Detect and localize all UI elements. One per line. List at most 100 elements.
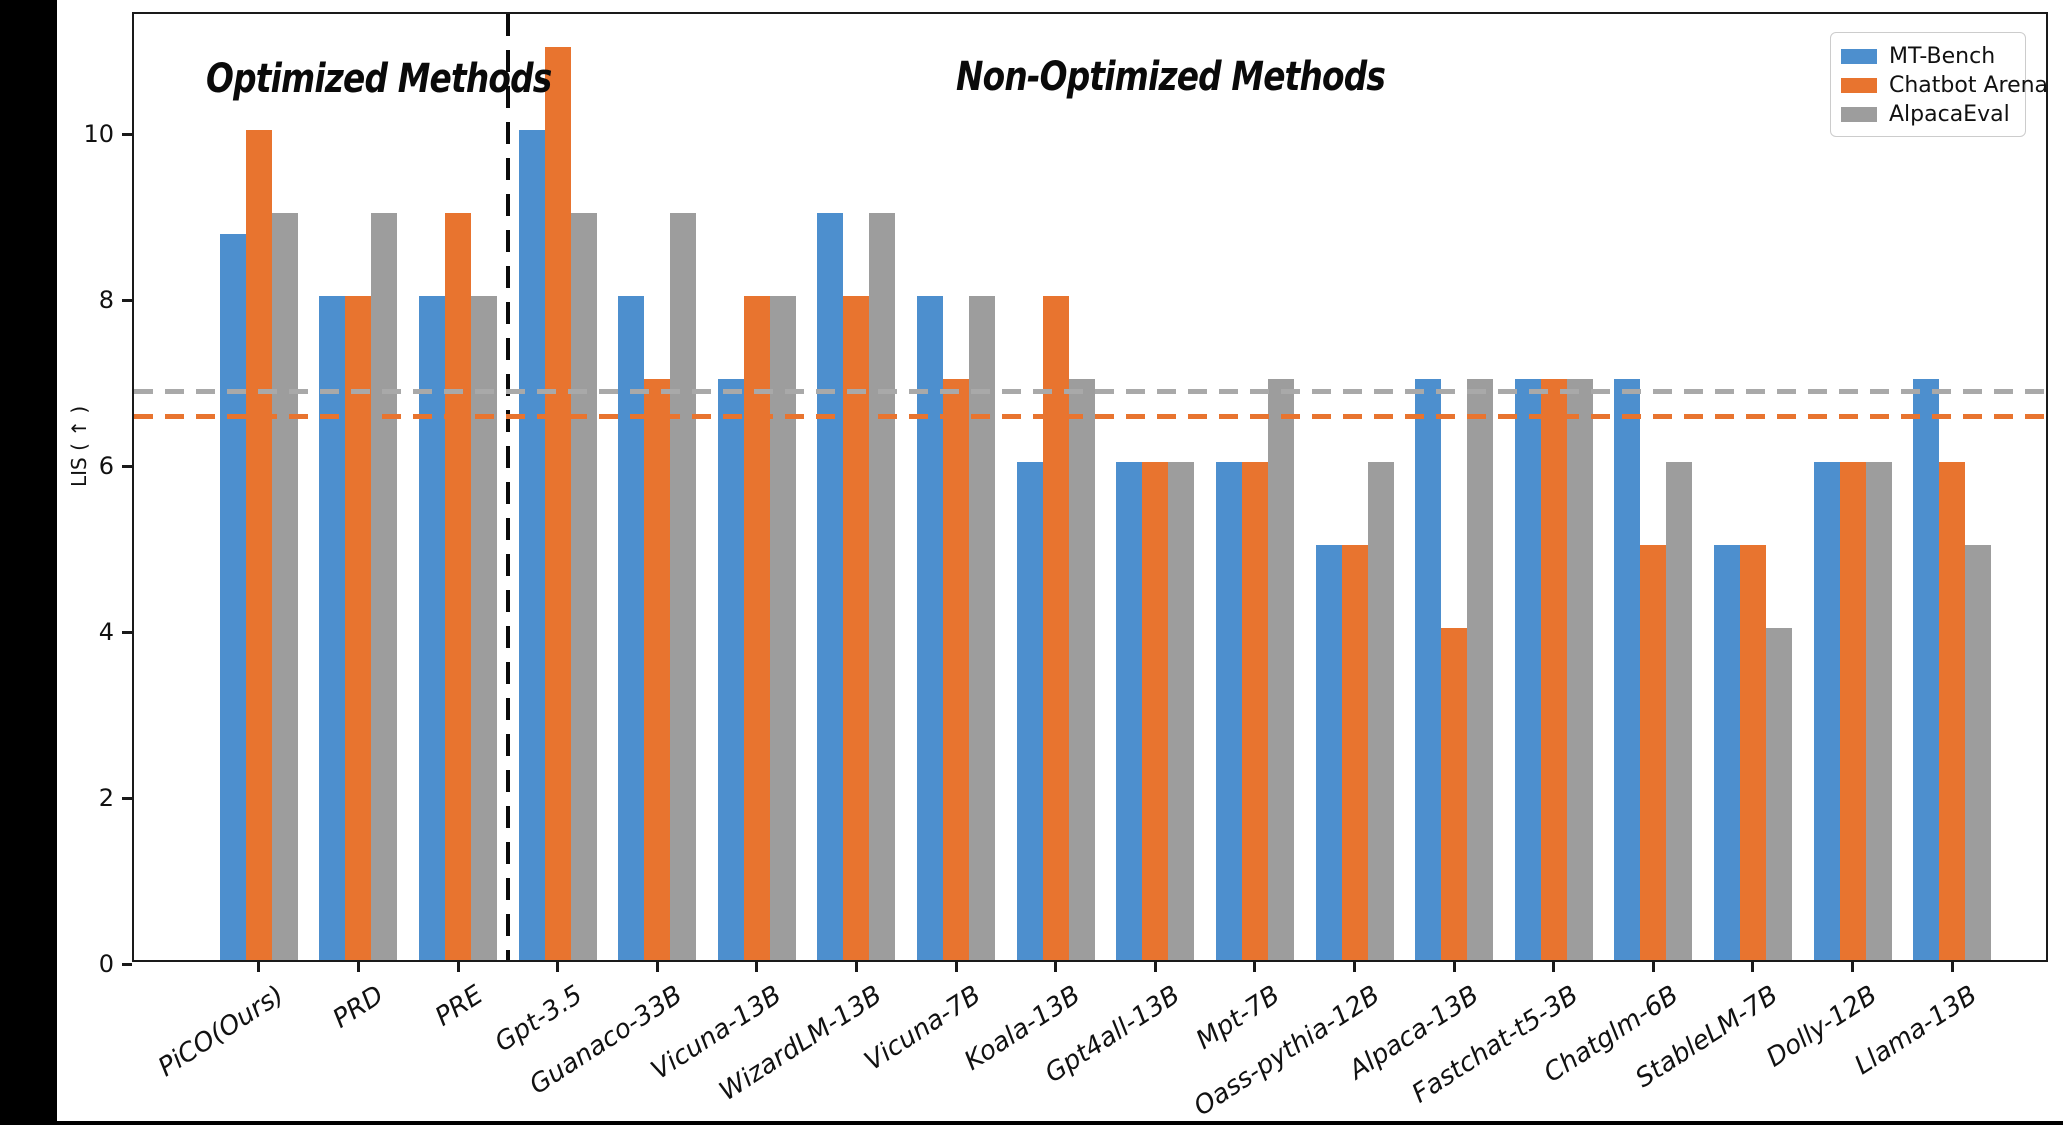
legend-swatch-chatbot-arena	[1841, 78, 1877, 93]
bar-chatbot-arena	[1939, 462, 1966, 960]
legend-swatch-mt-bench	[1841, 49, 1877, 64]
x-tick-mark	[456, 962, 460, 972]
bar-chatbot-arena	[1739, 545, 1766, 960]
x-tick-mark	[954, 962, 958, 972]
y-tick-label: 6	[98, 452, 114, 481]
x-tick-mark	[1851, 962, 1855, 972]
x-tick-mark	[1253, 962, 1257, 972]
x-tick-label: PRD	[327, 980, 389, 1035]
bar-chatbot-arena	[1441, 628, 1468, 960]
legend: MT-Bench Chatbot Arena AlpacaEval	[1830, 32, 2048, 137]
x-tick-mark	[854, 962, 858, 972]
bar-mt-bench	[1614, 379, 1641, 960]
x-tick-mark	[755, 962, 759, 972]
x-tick-mark	[1950, 962, 1954, 972]
bar-chatbot-arena	[1142, 462, 1169, 960]
bar-chatbot-arena	[943, 379, 970, 960]
bar-mt-bench	[319, 296, 346, 960]
bar-alpacaeval	[371, 213, 398, 960]
bar-chatbot-arena	[1241, 462, 1268, 960]
bar-mt-bench	[917, 296, 944, 960]
legend-swatch-alpacaeval	[1841, 107, 1877, 122]
bar-mt-bench	[1713, 545, 1740, 960]
bar-alpacaeval	[1168, 462, 1195, 960]
bar-mt-bench	[1315, 545, 1342, 960]
plot-area: Optimized Methods Non-Optimized Methods …	[83, 12, 2048, 1122]
x-tick-mark	[1353, 962, 1357, 972]
bar-alpacaeval	[1467, 379, 1494, 960]
bar-alpacaeval	[1267, 379, 1294, 960]
x-tick-mark	[1552, 962, 1556, 972]
optimized-section-label: Optimized Methods	[206, 56, 552, 102]
bar-alpacaeval	[1367, 462, 1394, 960]
x-tick-mark	[1153, 962, 1157, 972]
bar-mt-bench	[717, 379, 744, 960]
bar-mt-bench	[1514, 379, 1541, 960]
bar-chatbot-arena	[345, 296, 372, 960]
bar-chatbot-arena	[1839, 462, 1866, 960]
bar-alpacaeval	[1965, 545, 1992, 960]
bar-alpacaeval	[271, 213, 298, 960]
legend-label: MT-Bench	[1889, 44, 1996, 69]
y-tick-mark	[122, 630, 132, 634]
x-tick-mark	[356, 962, 360, 972]
bar-alpacaeval	[869, 213, 896, 960]
bar-chatbot-arena	[1042, 296, 1069, 960]
x-tick-mark	[1452, 962, 1456, 972]
bar-mt-bench	[618, 296, 645, 960]
y-tick-mark	[122, 796, 132, 800]
bar-mt-bench	[219, 234, 246, 960]
bar-chatbot-arena	[1640, 545, 1667, 960]
y-tick-label: 2	[98, 784, 114, 813]
y-tick-mark	[122, 962, 132, 966]
bar-mt-bench	[419, 296, 446, 960]
bar-mt-bench	[1913, 379, 1940, 960]
non-optimized-section-label: Non-Optimized Methods	[956, 54, 1386, 100]
bar-mt-bench	[518, 130, 545, 960]
bar-chatbot-arena	[843, 296, 870, 960]
x-tick-mark	[257, 962, 261, 972]
y-tick-mark	[122, 298, 132, 302]
bar-alpacaeval	[1566, 379, 1593, 960]
x-tick-mark	[1751, 962, 1755, 972]
bar-mt-bench	[1016, 462, 1043, 960]
bar-alpacaeval	[471, 296, 498, 960]
bar-alpacaeval	[1865, 462, 1892, 960]
bar-alpacaeval	[570, 213, 597, 960]
section-separator-line	[505, 14, 510, 960]
bar-alpacaeval	[1765, 628, 1792, 960]
x-tick-label: Fastchat-t5-3B	[1407, 980, 1585, 1110]
legend-label: AlpacaEval	[1889, 102, 2010, 127]
bar-alpacaeval	[1068, 379, 1095, 960]
bar-alpacaeval	[670, 213, 697, 960]
bar-mt-bench	[1215, 462, 1242, 960]
x-tick-label: PRE	[429, 980, 489, 1033]
bar-alpacaeval	[969, 296, 996, 960]
bar-alpacaeval	[769, 296, 796, 960]
legend-item-alpacaeval: AlpacaEval	[1841, 100, 2015, 129]
x-tick-mark	[556, 962, 560, 972]
bar-chatbot-arena	[245, 130, 272, 960]
legend-label: Chatbot Arena	[1889, 73, 2049, 98]
alpacaeval-average-line	[134, 389, 2046, 394]
figure-background: LIS ( ↑ ) Optimized Methods Non-Optimize…	[57, 0, 2063, 1122]
x-tick-mark	[1054, 962, 1058, 972]
bar-mt-bench	[1813, 462, 1840, 960]
bar-alpacaeval	[1666, 462, 1693, 960]
y-tick-label: 8	[98, 286, 114, 315]
bar-mt-bench	[817, 213, 844, 960]
bar-chatbot-arena	[743, 296, 770, 960]
y-tick-label: 0	[98, 950, 114, 978]
bar-mt-bench	[1116, 462, 1143, 960]
y-tick-label: 4	[98, 618, 114, 647]
y-tick-mark	[122, 132, 132, 136]
legend-item-chatbot-arena: Chatbot Arena	[1841, 71, 2048, 100]
x-tick-label: Oass-pythia-12B	[1188, 980, 1385, 1123]
x-tick-mark	[655, 962, 659, 972]
bar-chatbot-arena	[644, 379, 671, 960]
bar-chatbot-arena	[1540, 379, 1567, 960]
bar-chatbot-arena	[445, 213, 472, 960]
y-tick-label: 10	[83, 120, 114, 149]
legend-item-mt-bench: MT-Bench	[1841, 42, 2015, 71]
